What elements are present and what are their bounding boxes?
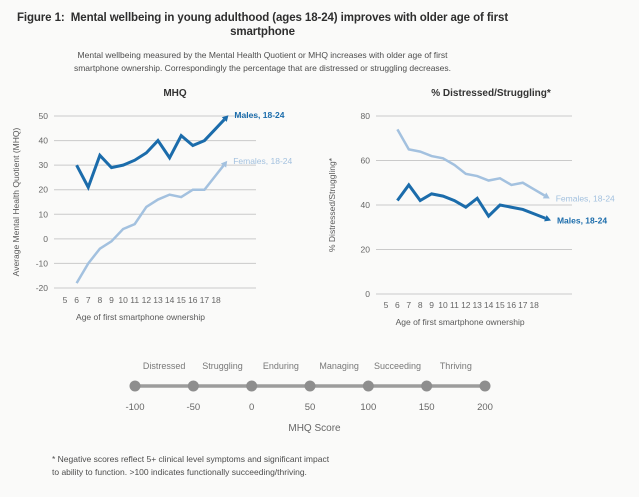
x-tick-label: 16	[188, 295, 198, 305]
scale-category-label: Distressed	[142, 361, 185, 371]
y-tick-label: 20	[361, 245, 371, 255]
chart-distressed-struggling-plot: 80 60 40 20 0 5 6 7 8 9 10 11 12 13 14 15 16 17 18 Age of f…	[327, 111, 615, 327]
mhq-score-scale-caption: MHQ Score	[288, 423, 341, 435]
females-18-24-arrowhead-icon	[220, 160, 228, 168]
scale-value-label: 100	[360, 402, 376, 413]
x-tick-label: 6	[74, 295, 79, 305]
males-18-24-line	[396, 182, 546, 220]
figure-subtitle-line1: Mental wellbeing measured by the Mental …	[77, 49, 448, 60]
scale-category-label: Enduring	[262, 361, 298, 371]
figure-subtitle-line2: smartphone ownership. Correspondingly th…	[73, 62, 452, 73]
figure-subtitle: Mental wellbeing measured by the Mental …	[0, 49, 525, 75]
females-18-24-line	[396, 128, 546, 197]
footnote-line2: to ability to function. >100 indicates f…	[52, 466, 307, 477]
x-tick-label: 10	[438, 300, 448, 310]
y-axis-title: Average Mental Health Quotient (MHQ)	[11, 128, 21, 277]
x-tick-label: 15	[176, 295, 186, 305]
mhq-score-scale: -100 -50 0 50 100 150 200 Distressed Struggling E…	[105, 358, 525, 434]
x-tick-label: 18	[211, 295, 221, 305]
females-18-24-label: Females, 18-24	[556, 194, 615, 204]
x-tick-label: 16	[507, 300, 517, 310]
scale-dot-icon	[304, 380, 315, 392]
scale-category-label: Thriving	[439, 361, 471, 371]
footnote-line1: * Negative scores reflect 5+ clinical le…	[52, 454, 330, 465]
x-tick-label: 18	[529, 300, 539, 310]
x-axis-title: Age of first smartphone ownership	[76, 312, 205, 322]
scale-dot-icon	[362, 380, 374, 392]
y-axis-title: % Distressed/Struggling*	[327, 157, 337, 252]
x-tick-label: 9	[109, 295, 114, 305]
x-tick-label: 11	[130, 295, 139, 305]
chart-mhq: MHQ 50 40 30 20 10 0 -10 -20 5 6 7 8 9 10 11 12 13 14 15 16…	[10, 88, 310, 332]
y-tick-label: 80	[361, 111, 371, 121]
x-tick-label: 17	[518, 300, 528, 310]
y-tick-label: 20	[39, 185, 49, 195]
y-tick-label: 40	[361, 200, 371, 210]
scale-category-label: Managing	[319, 361, 359, 371]
scale-dot-icon	[187, 380, 199, 392]
mhq-score-scale-graphic: -100 -50 0 50 100 150 200 Distressed Struggling E…	[125, 361, 493, 413]
males-18-24-arrowhead-icon	[221, 115, 229, 122]
females-18-24-label: Females, 18-24	[233, 156, 292, 166]
scale-dot-icon	[245, 380, 257, 392]
y-tick-label: -10	[36, 259, 49, 269]
x-tick-label: 14	[165, 295, 175, 305]
y-tick-label: 10	[39, 209, 49, 219]
y-tick-label: 60	[361, 156, 371, 166]
charts-row: MHQ 50 40 30 20 10 0 -10 -20 5 6 7 8 9 10 11 12 13 14 15 16…	[10, 88, 639, 332]
males-18-24-arrowhead-icon	[544, 215, 551, 222]
x-tick-label: 15	[495, 300, 505, 310]
chart-distressed-struggling-title: % Distressed/Struggling*	[431, 88, 551, 100]
x-tick-label: 8	[97, 295, 102, 305]
chart-mhq-title: MHQ	[163, 88, 187, 100]
males-18-24-label: Males, 18-24	[557, 216, 607, 226]
x-tick-label: 5	[63, 295, 68, 305]
x-tick-label: 7	[86, 295, 91, 305]
males-18-24-line	[75, 118, 226, 192]
x-tick-label: 11	[450, 300, 459, 310]
scale-value-label: -100	[125, 402, 144, 413]
figure-header: Figure 1: Mental wellbeing in young adul…	[0, 11, 525, 75]
y-tick-label: 50	[39, 111, 49, 121]
scale-category-label: Struggling	[202, 361, 243, 371]
females-18-24-arrowhead-icon	[542, 192, 550, 199]
males-18-24-label: Males, 18-24	[234, 110, 284, 120]
x-tick-label: 7	[406, 300, 411, 310]
scale-dot-icon	[479, 380, 490, 392]
females-18-24-line	[75, 164, 225, 284]
scale-dot-icon	[129, 380, 140, 392]
x-tick-label: 8	[418, 300, 423, 310]
x-tick-label: 13	[153, 295, 163, 305]
scale-value-label: 0	[249, 402, 254, 413]
x-tick-label: 12	[142, 295, 152, 305]
scale-dot-icon	[420, 380, 432, 392]
scale-category-label: Succeeding	[373, 361, 420, 371]
x-tick-label: 10	[118, 295, 128, 305]
x-tick-label: 5	[384, 300, 389, 310]
scale-value-label: -50	[186, 402, 200, 413]
y-tick-label: 30	[39, 160, 49, 170]
x-tick-label: 9	[429, 300, 434, 310]
x-tick-label: 14	[484, 300, 494, 310]
x-tick-label: 12	[461, 300, 471, 310]
scale-value-label: 200	[477, 402, 493, 413]
x-tick-label: 13	[472, 300, 482, 310]
x-axis-title: Age of first smartphone ownership	[396, 317, 525, 327]
footnote: * Negative scores reflect 5+ clinical le…	[52, 453, 639, 479]
x-tick-label: 6	[395, 300, 400, 310]
y-tick-label: 0	[43, 234, 48, 244]
scale-value-label: 150	[418, 402, 434, 413]
x-tick-label: 17	[200, 295, 210, 305]
chart-distressed-struggling: % Distressed/Struggling* 80 60 40 20 0 5 6 7 8 9 1…	[326, 88, 626, 332]
figure-title: Figure 1: Mental wellbeing in young adul…	[16, 12, 512, 39]
y-tick-label: 0	[365, 289, 370, 299]
y-tick-label: 40	[39, 136, 49, 146]
scale-value-label: 50	[304, 402, 315, 413]
y-tick-label: -20	[36, 283, 49, 293]
